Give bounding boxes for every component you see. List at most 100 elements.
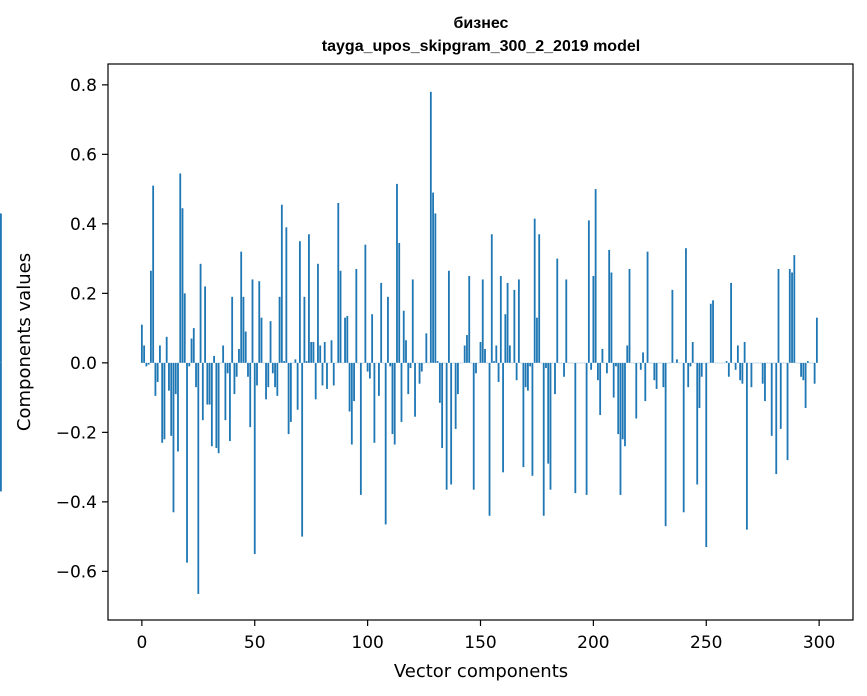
bar-286 — [786, 362, 789, 461]
bar-204 — [601, 348, 604, 363]
bar-117 — [405, 340, 407, 363]
bar-211 — [617, 362, 620, 435]
bar-93 — [350, 362, 353, 445]
bar-94 — [353, 362, 355, 402]
x-tick-label: 300 — [803, 633, 835, 653]
bar-44 — [240, 251, 243, 363]
bar-235 — [671, 289, 674, 363]
bar-31 — [210, 362, 213, 447]
bar-170 — [524, 362, 527, 388]
bar-261 — [730, 282, 732, 363]
bar-200 — [592, 275, 595, 363]
bar-247 — [698, 362, 701, 409]
bar-289 — [793, 255, 796, 363]
bar-294 — [804, 362, 807, 409]
bar-209 — [612, 362, 615, 398]
bar-85 — [332, 362, 335, 386]
bar-0 — [140, 324, 143, 363]
bar-78 — [317, 263, 319, 363]
bar-79 — [319, 345, 322, 363]
bar-57 — [269, 321, 272, 363]
bar-41 — [233, 362, 236, 395]
bar-24 — [195, 362, 197, 388]
bar-151 — [481, 279, 484, 363]
bar-91 — [346, 315, 349, 363]
y-tick-label: 0.2 — [70, 284, 97, 304]
bar-87 — [337, 203, 340, 363]
bar-72 — [303, 296, 306, 363]
bar-224 — [646, 251, 649, 363]
bar-158 — [497, 362, 500, 382]
bar-288 — [791, 272, 793, 363]
bar-207 — [608, 249, 611, 363]
bar-120 — [411, 279, 414, 363]
bar-241 — [685, 248, 687, 363]
bar-55 — [265, 362, 267, 400]
bar-201 — [594, 189, 597, 363]
y-tick-label: 0.0 — [70, 354, 97, 374]
bar-65 — [287, 362, 290, 435]
bar-106 — [380, 282, 383, 363]
bar-293 — [802, 362, 805, 381]
bar-231 — [662, 362, 665, 388]
bar-84 — [330, 340, 333, 363]
bar-181 — [549, 362, 552, 490]
bar-130 — [434, 213, 437, 363]
bar-34 — [217, 362, 220, 454]
bar-36 — [222, 345, 225, 363]
y-tick-label: 0.4 — [70, 215, 97, 235]
bar-73 — [305, 361, 308, 363]
bar-202 — [596, 362, 599, 381]
bar-298 — [813, 362, 816, 384]
bar-129 — [432, 192, 434, 363]
bar-197 — [585, 362, 588, 495]
y-axis-label: Components values — [14, 253, 35, 431]
chart-title: бизнес tayga_upos_skipgram_300_2_2019 mo… — [322, 15, 640, 55]
bar-37 — [224, 362, 227, 421]
bar-135 — [445, 362, 448, 490]
bar-119 — [409, 362, 412, 369]
bar-40 — [231, 296, 234, 363]
bar-161 — [504, 314, 507, 363]
bar-242 — [687, 362, 690, 388]
bar-92 — [348, 362, 351, 412]
bar-33 — [215, 362, 218, 448]
bar-268 — [745, 362, 748, 530]
bar-undefined — [0, 213, 2, 363]
bar-66 — [289, 362, 292, 422]
bar-250 — [705, 362, 708, 548]
bar-169 — [522, 362, 525, 468]
bar-68 — [294, 359, 297, 363]
bar-214 — [624, 362, 626, 447]
bar-51 — [256, 362, 258, 386]
bar-49 — [251, 279, 254, 363]
bar-270 — [750, 362, 753, 388]
bar-147 — [472, 362, 475, 490]
bar-38 — [226, 362, 229, 374]
bar-128 — [429, 91, 432, 363]
bar-212 — [619, 362, 622, 495]
bar-221 — [639, 362, 642, 370]
y-tick-label: −0.6 — [56, 562, 97, 582]
bar-69 — [296, 362, 299, 410]
x-tick-label: 50 — [244, 633, 266, 653]
bar-22 — [190, 338, 193, 363]
bar-126 — [425, 333, 428, 363]
bar-46 — [244, 331, 247, 363]
bar-124 — [420, 362, 423, 372]
bar-10 — [163, 362, 166, 440]
bar-25 — [197, 362, 200, 594]
bar-178 — [542, 362, 545, 516]
bar-140 — [457, 362, 459, 395]
bar-150 — [479, 342, 482, 363]
bar-53 — [260, 317, 263, 363]
bar-246 — [696, 362, 699, 485]
bar-159 — [499, 275, 502, 363]
bar-165 — [513, 289, 516, 363]
bar-171 — [527, 362, 529, 391]
bar-143 — [463, 345, 466, 363]
bar-60 — [276, 362, 279, 396]
bar-139 — [454, 362, 457, 429]
bar-192 — [574, 362, 577, 494]
bar-114 — [398, 242, 401, 363]
